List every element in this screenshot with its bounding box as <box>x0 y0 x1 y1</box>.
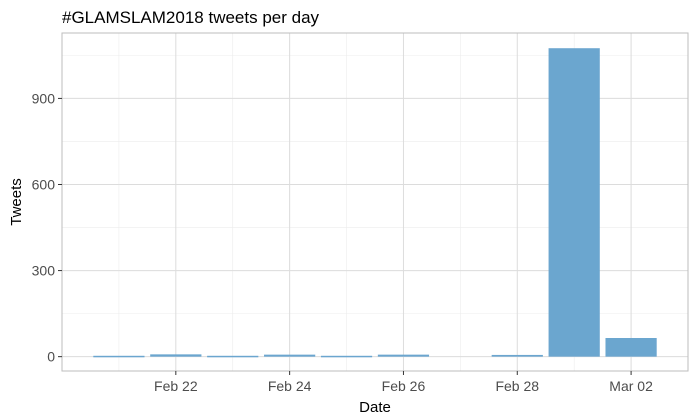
y-tick-label: 0 <box>47 349 55 365</box>
panel-border <box>61 32 689 372</box>
bar-2018-03-02 <box>605 338 657 357</box>
gridlines <box>62 33 688 371</box>
y-tick-label: 600 <box>32 176 56 192</box>
bar-2018-02-21 <box>93 355 145 358</box>
y-axis-title: Tweets <box>8 178 25 226</box>
bar-2018-02-22 <box>150 354 202 357</box>
x-tick-label: Feb 22 <box>154 378 198 394</box>
x-axis-title: Date <box>359 399 391 416</box>
bar-2018-02-28 <box>491 354 543 357</box>
x-tick-label: Feb 28 <box>495 378 539 394</box>
bar-2018-03-01 <box>548 48 600 357</box>
y-tick-label: 300 <box>32 263 56 279</box>
x-tick-label: Feb 26 <box>382 378 426 394</box>
bar-2018-02-25 <box>320 355 373 358</box>
bar-2018-02-26 <box>377 354 430 357</box>
y-axis: 0 300 600 900 <box>32 90 62 365</box>
bar-2018-02-24 <box>264 354 316 357</box>
x-tick-label: Mar 02 <box>609 378 653 394</box>
chart-title: #GLAMSLAM2018 tweets per day <box>62 8 320 27</box>
bar-2018-02-23 <box>207 355 259 358</box>
x-axis: Feb 22 Feb 24 Feb 26 Feb 28 Mar 02 <box>154 371 653 394</box>
x-tick-label: Feb 24 <box>268 378 312 394</box>
y-tick-label: 900 <box>32 90 56 106</box>
bars <box>93 48 657 358</box>
